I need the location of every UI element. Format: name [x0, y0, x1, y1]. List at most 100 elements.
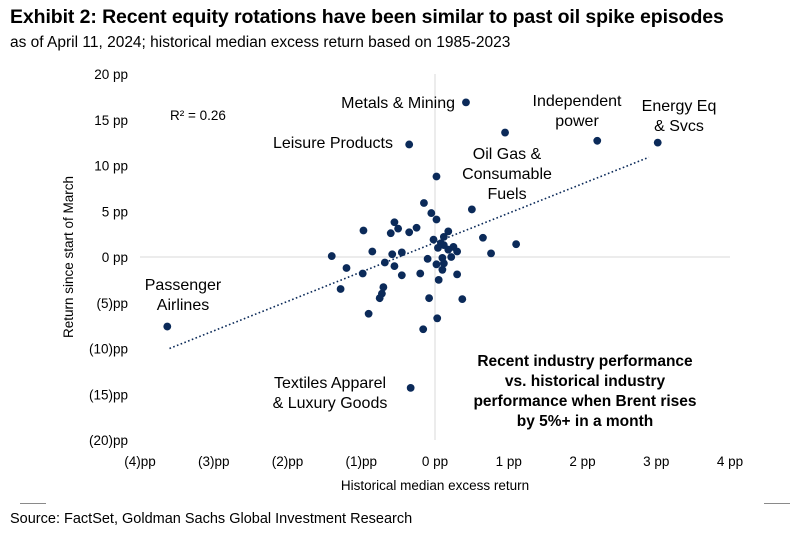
data-point — [479, 233, 487, 242]
annotation-metals-mining: Metals & Mining — [341, 95, 455, 112]
callout-line: vs. historical industry — [505, 373, 666, 390]
y-axis-title: Return since start of March — [61, 176, 76, 338]
data-point — [368, 247, 377, 256]
data-point — [453, 270, 462, 279]
y-tick-label: 15 pp — [94, 113, 128, 128]
data-point — [458, 295, 467, 303]
data-point — [434, 275, 443, 284]
data-point — [467, 205, 476, 214]
data-point — [390, 262, 399, 271]
scatter-chart: 20 pp 15 pp 10 pp 5 pp 0 pp (5)pp (10)pp (15)pp… — [61, 67, 743, 493]
x-tick-label: 0 pp — [422, 454, 448, 469]
x-tick-label: (2)pp — [272, 454, 304, 469]
data-point — [397, 271, 406, 280]
data-point — [420, 199, 428, 207]
footer-rule-right — [764, 503, 790, 504]
y-tick-label: 20 pp — [94, 67, 128, 82]
y-tick-label: (10)pp — [89, 342, 128, 357]
annotation-oil-gas-fuels: Oil Gas & — [473, 146, 542, 163]
data-point — [432, 260, 441, 269]
x-tick-label: 2 pp — [569, 454, 595, 469]
annotation-independent-power: Independent — [533, 93, 623, 110]
data-point — [453, 247, 462, 256]
data-point — [386, 229, 395, 238]
data-point — [439, 232, 448, 241]
data-point — [444, 227, 453, 236]
tick-labels-group: 20 pp 15 pp 10 pp 5 pp 0 pp (5)pp (10)pp (15)pp… — [61, 67, 743, 493]
labeled-data-point — [462, 98, 470, 107]
points-group — [163, 98, 662, 392]
data-point — [427, 209, 436, 217]
x-tick-label: 1 pp — [496, 454, 522, 469]
annotation-passenger-airlines: Airlines — [157, 297, 209, 314]
y-tick-label: 5 pp — [102, 204, 128, 219]
labeled-data-point — [501, 128, 509, 137]
data-point — [429, 235, 438, 244]
labeled-data-point — [405, 140, 414, 149]
y-tick-label: 10 pp — [94, 159, 128, 174]
annotation-energy-eq-svcs: & Svcs — [654, 118, 704, 135]
x-axis-title: Historical median excess return — [341, 478, 529, 493]
data-point — [390, 218, 399, 227]
annotation-oil-gas-fuels: Consumable — [462, 166, 552, 183]
data-point — [433, 314, 442, 323]
data-point — [379, 283, 388, 292]
data-point — [512, 240, 521, 249]
data-point — [412, 223, 421, 232]
data-point — [380, 258, 389, 267]
data-point — [388, 250, 397, 259]
x-tick-label: 4 pp — [717, 454, 743, 469]
data-point — [405, 228, 414, 237]
callout-line: Recent industry performance — [477, 353, 693, 370]
axes-group — [140, 74, 730, 440]
footer-rule-left — [20, 503, 46, 504]
data-point — [359, 226, 368, 235]
labeled-data-point — [593, 136, 602, 145]
annotation-leisure-products: Leisure Products — [273, 135, 393, 152]
data-point — [434, 243, 442, 252]
annotations-group: Metals & Mining Independent power Energy Eq… — [145, 93, 717, 412]
data-point — [425, 294, 433, 303]
callout-line: by 5%+ in a month — [517, 413, 654, 430]
data-point — [444, 245, 453, 254]
x-tick-label: (4)pp — [124, 454, 156, 469]
x-tick-label: 3 pp — [643, 454, 669, 469]
data-point — [336, 285, 345, 293]
data-point — [423, 254, 432, 263]
data-point — [394, 224, 403, 233]
annotation-textiles-apparel: & Luxury Goods — [273, 395, 388, 412]
data-point — [416, 269, 425, 278]
data-point — [364, 309, 373, 318]
trendline-group — [169, 156, 650, 350]
source-note: Source: FactSet, Goldman Sachs Global In… — [10, 511, 413, 527]
y-tick-label: (5)pp — [96, 296, 128, 311]
data-point — [397, 248, 406, 257]
r-squared-label: R² = 0.26 — [170, 108, 226, 123]
annotation-passenger-airlines: Passenger — [145, 277, 222, 294]
callout-group: Recent industry performance vs. historica… — [473, 353, 696, 430]
data-point — [327, 252, 336, 260]
y-tick-label: (15)pp — [89, 387, 128, 402]
data-point — [487, 249, 495, 258]
data-point — [447, 253, 456, 261]
labeled-data-point — [163, 322, 172, 331]
data-point — [375, 294, 384, 303]
data-point — [358, 269, 367, 278]
data-point — [439, 259, 448, 268]
annotation-textiles-apparel: Textiles Apparel — [274, 375, 386, 392]
x-tick-label: (1)pp — [345, 454, 377, 469]
labeled-data-point — [406, 383, 415, 392]
data-point — [342, 264, 351, 272]
annotation-oil-gas-fuels: Fuels — [487, 186, 526, 203]
data-point — [419, 325, 428, 334]
labeled-data-point — [653, 138, 662, 147]
data-point — [438, 265, 447, 274]
annotation-independent-power: power — [555, 113, 599, 130]
callout-line: performance when Brent rises — [473, 393, 696, 410]
data-point — [432, 215, 441, 224]
x-tick-label: (3)pp — [198, 454, 230, 469]
y-tick-label: (20)pp — [89, 433, 128, 448]
trendline — [169, 156, 650, 350]
exhibit-title: Exhibit 2: Recent equity rotations have … — [10, 6, 724, 28]
annotation-energy-eq-svcs: Energy Eq — [642, 98, 717, 115]
